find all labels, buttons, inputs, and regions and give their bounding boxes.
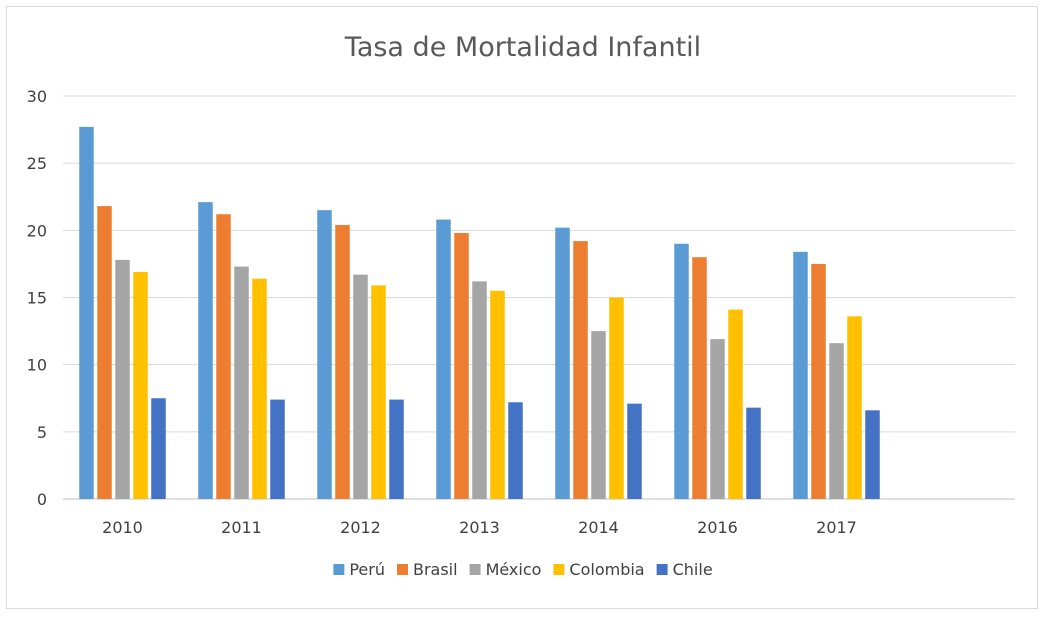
x-tick-label: 2011 [221, 518, 262, 537]
bar-mexico-2013 [472, 281, 487, 499]
legend-swatch-peru [333, 564, 345, 575]
y-tick-label: 25 [27, 154, 47, 173]
plot-bars [79, 126, 880, 500]
y-tick-label: 0 [37, 490, 47, 509]
bar-peru-2012 [317, 210, 332, 499]
x-tick-label: 2016 [697, 518, 738, 537]
bar-brasil-2012 [335, 224, 350, 499]
bar-colombia-2010 [133, 271, 148, 499]
bar-mexico-2017 [829, 343, 844, 499]
bar-peru-2011 [198, 202, 213, 499]
bar-peru-2013 [436, 219, 451, 499]
bar-colombia-2011 [252, 278, 267, 499]
bar-mexico-2010 [115, 259, 130, 499]
bar-brasil-2013 [454, 233, 469, 499]
bar-chile-2014 [627, 403, 642, 499]
bar-brasil-2011 [216, 214, 231, 500]
bar-peru-2010 [79, 126, 94, 499]
bar-brasil-2016 [692, 257, 707, 499]
bar-peru-2016 [674, 243, 689, 499]
chart-area [6, 6, 1038, 609]
bar-chile-2016 [746, 407, 761, 499]
bar-peru-2017 [793, 251, 808, 499]
bar-mexico-2016 [710, 339, 725, 499]
y-axis: 0 5 10 15 20 25 30 [27, 87, 47, 509]
x-tick-label: 2013 [459, 518, 500, 537]
bar-peru-2014 [555, 227, 570, 499]
legend-swatch-colombia [553, 564, 565, 575]
legend-swatch-brasil [396, 564, 408, 575]
bar-colombia-2013 [490, 290, 505, 499]
legend-label-chile: Chile [673, 560, 713, 579]
x-tick-label: 2010 [102, 518, 143, 537]
legend-swatch-mexico [469, 564, 481, 575]
x-tick-label: 2014 [578, 518, 619, 537]
bar-brasil-2014 [573, 241, 588, 499]
legend-swatch-chile [656, 564, 668, 575]
bar-mexico-2014 [591, 331, 606, 499]
bar-colombia-2012 [371, 285, 386, 499]
bar-chile-2010 [151, 398, 166, 499]
x-tick-label: 2017 [816, 518, 857, 537]
bar-brasil-2010 [97, 206, 112, 500]
bar-chile-2013 [508, 402, 523, 499]
y-tick-label: 20 [27, 221, 47, 240]
bar-mexico-2011 [234, 266, 249, 499]
bar-chile-2011 [270, 399, 285, 499]
bar-mexico-2012 [353, 274, 368, 499]
chart-title: Tasa de Mortalidad Infantil [344, 32, 701, 63]
y-tick-label: 10 [27, 356, 47, 375]
bar-chile-2017 [865, 410, 880, 499]
y-tick-label: 5 [37, 423, 47, 442]
x-tick-label: 2012 [340, 518, 381, 537]
bar-colombia-2014 [609, 297, 624, 499]
bar-colombia-2017 [847, 316, 862, 499]
legend-label-mexico: México [486, 560, 542, 579]
legend-label-brasil: Brasil [413, 560, 458, 579]
legend-label-peru: Perú [349, 560, 385, 579]
bar-colombia-2016 [728, 309, 743, 499]
y-tick-label: 15 [27, 289, 47, 308]
bar-brasil-2017 [811, 263, 826, 499]
x-axis: 2010 2011 2012 2013 2014 2016 2017 [102, 518, 857, 537]
y-tick-label: 30 [27, 87, 47, 106]
legend-label-colombia: Colombia [569, 560, 644, 579]
bar-chile-2012 [389, 399, 404, 499]
legend: Perú Brasil México Colombia Chile [333, 560, 713, 579]
